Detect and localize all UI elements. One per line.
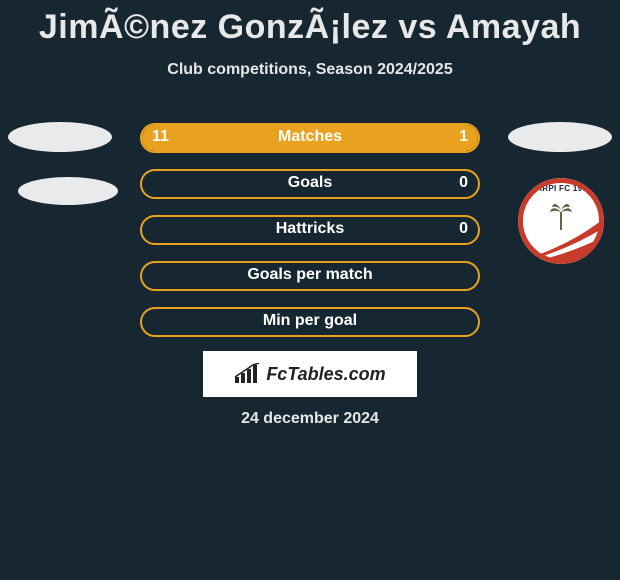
club-badge: CARPI FC 1909 [518,178,604,264]
bars-icon [234,363,262,385]
stat-value-left: 11 [152,123,169,153]
stat-row: Goals per match [0,261,620,307]
date-text: 24 december 2024 [0,410,620,428]
fctables-text: FcTables.com [266,364,385,385]
stat-bar-track [140,261,480,291]
stat-row: Min per goal [0,307,620,353]
stat-bar-track [140,307,480,337]
stat-row: Matches 11 1 [0,123,620,169]
fctables-watermark: FcTables.com [203,351,417,397]
stat-bar-fill-left [142,125,451,151]
page-title: JimÃ©nez GonzÃ¡lez vs Amayah [0,0,620,47]
stat-value-right: 0 [459,169,468,199]
stat-value-right: 1 [459,123,468,153]
badge-ring [518,178,604,264]
stat-bar-track [140,215,480,245]
stat-bar-track [140,123,480,153]
stat-bar-track [140,169,480,199]
stat-value-right: 0 [459,215,468,245]
page-subtitle: Club competitions, Season 2024/2025 [0,61,620,79]
